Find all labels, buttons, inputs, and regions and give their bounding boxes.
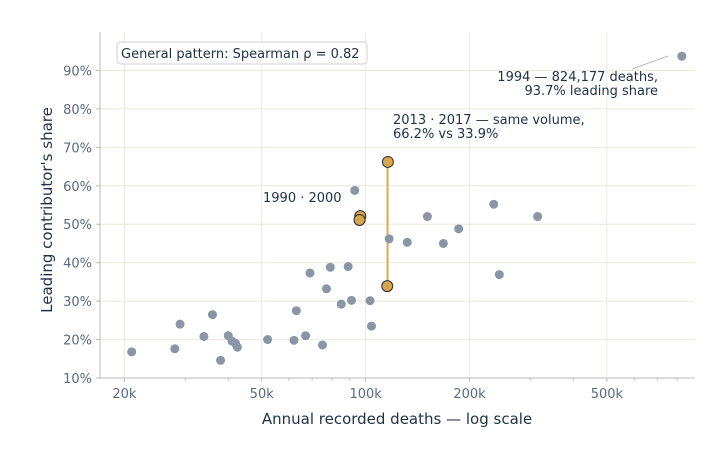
y-tick-label: 80% [63,103,92,118]
outlier-label-line2: 93.7% leading share [524,84,658,99]
data-point [291,306,301,316]
y-tick-label: 30% [63,295,92,310]
x-tick-label: 20k [112,387,137,402]
y-tick-label: 90% [63,64,92,79]
pattern-annotation: General pattern: Spearman ρ = 0.82 [121,47,360,62]
x-tick-label: 200k [453,387,486,402]
data-point [402,237,412,247]
data-point [216,355,226,365]
data-point [321,284,331,294]
y-tick-label: 10% [63,372,92,387]
data-point [384,234,394,244]
data-point [232,342,242,352]
data-point [301,331,311,341]
y-tick-label: 20% [63,334,92,349]
data-point [199,331,209,341]
grid [100,32,695,379]
highlight-point [381,280,394,293]
x-tick-label: 50k [250,387,275,402]
highlight-point [381,155,394,168]
points [127,51,687,365]
outlier-label-line1: 1994 — 824,177 deaths, [497,70,658,85]
y-tick-label: 50% [63,218,92,233]
data-point [365,296,375,306]
y-tick-label: 40% [63,257,92,272]
x-tick-label: 500k [591,387,624,402]
data-point [489,199,499,209]
data-point [325,262,335,272]
data-point [207,310,217,320]
data-point [289,335,299,345]
data-point [336,299,346,309]
pair-1990-2000-label: 1990 · 2000 [263,191,342,206]
data-point [305,268,315,278]
data-point [367,321,377,331]
data-point [454,224,464,234]
data-point [422,212,432,222]
data-point [175,319,185,329]
outlier-leader-line [631,55,669,70]
y-axis-title: Leading contributor's share [38,107,56,313]
data-point [350,185,360,195]
highlights [353,155,394,293]
data-point [127,347,137,357]
data-point [438,238,448,248]
y-tick-label: 70% [63,141,92,156]
pattern-annotation-box [116,41,368,65]
data-point [346,295,356,305]
highlight-point [353,213,366,226]
axes [99,32,695,379]
data-point [677,51,687,61]
y-ticks: 10% 20% 30% 40% 50% 60% 70% 80% 90% [63,64,100,387]
annotations: General pattern: Spearman ρ = 0.82 1990 … [116,41,669,206]
pair-2013-2017-label-line2: 66.2% vs 33.9% [393,127,498,142]
x-tick-label: 100k [349,387,382,402]
data-point [318,340,328,350]
data-point [263,335,273,345]
data-point [494,270,504,280]
x-axis-title: Annual recorded deaths — log scale [262,410,532,428]
data-point [170,344,180,354]
pair-2013-2017-label-line1: 2013 · 2017 — same volume, [393,113,585,128]
y-tick-label: 60% [63,180,92,195]
x-ticks: 20k 50k 100k 200k 500k [112,378,678,402]
data-point [343,262,353,272]
data-point [533,212,543,222]
